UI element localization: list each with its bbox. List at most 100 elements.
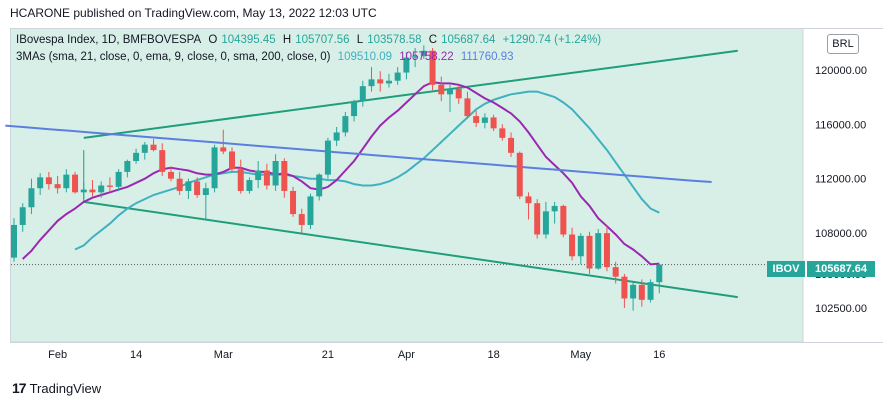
ma-line-2[interactable] [5,124,712,183]
candle-body[interactable] [272,161,279,186]
candle-body[interactable] [586,235,593,269]
x-tick-label: May [570,349,591,361]
candle-body[interactable] [19,207,26,225]
legend-open-value: 104395.45 [221,34,276,46]
candle-body[interactable] [307,196,314,225]
candle-body[interactable] [159,150,166,172]
candle-body[interactable] [141,144,148,153]
y-tick-label: 112000.00 [815,174,866,186]
candle-body[interactable] [37,177,44,189]
x-tick-label: Feb [48,349,67,361]
candle-body[interactable] [647,282,654,300]
candle-body[interactable] [150,144,157,151]
candle-body[interactable] [638,284,645,300]
candle-body[interactable] [464,98,471,117]
candle-body[interactable] [72,174,79,193]
candle-body[interactable] [133,152,140,162]
candle-body[interactable] [359,86,366,102]
candle-body[interactable] [194,181,201,196]
candle-body[interactable] [220,147,227,152]
candle-body[interactable] [229,151,235,170]
candle-body[interactable] [351,101,358,117]
candle-body[interactable] [202,188,209,196]
candle-body[interactable] [630,284,637,299]
x-tick-label: Apr [398,349,415,361]
candle-body[interactable] [237,169,244,191]
candle-body[interactable] [281,161,288,191]
candle-body[interactable] [481,117,488,123]
price-tag-symbol: IBOV [767,261,805,277]
candle-body[interactable] [324,140,331,175]
candle-body[interactable] [167,171,174,179]
candle-body[interactable] [473,116,480,123]
y-tick-label: 102500.00 [815,303,867,315]
candle-body[interactable] [54,184,61,189]
ma-line-1[interactable] [22,81,660,266]
candle-body[interactable] [377,79,384,84]
candle-body[interactable] [534,203,541,235]
candle-body[interactable] [106,185,113,187]
candle-body[interactable] [246,180,253,191]
candle-body[interactable] [333,132,340,141]
candle-body[interactable] [11,224,17,258]
candle-body[interactable] [45,177,52,185]
candle-body[interactable] [551,205,558,212]
y-tick-label: 108000.00 [815,228,867,240]
candle-body[interactable] [342,116,349,133]
channel-lower-line[interactable] [83,200,738,299]
price-tag-value: 105687.64 [807,261,875,277]
candle-body[interactable] [455,88,462,99]
candle-body[interactable] [429,50,436,85]
candle-body[interactable] [420,50,427,57]
candle-body[interactable] [385,80,392,84]
candle-body[interactable] [542,211,549,235]
candle-body[interactable] [621,276,628,299]
y-axis-area[interactable] [803,29,883,342]
candle-body[interactable] [438,84,445,95]
candle-body[interactable] [516,152,523,197]
candle-body[interactable] [115,171,122,187]
candle-body[interactable] [290,190,297,215]
candle-body[interactable] [316,174,323,197]
candle-body[interactable] [185,181,192,191]
footer-brand[interactable]: TradingView [29,380,102,396]
candle-body[interactable] [612,267,619,277]
candle-body[interactable] [298,214,305,225]
candle-body[interactable] [80,189,87,193]
candle-body[interactable] [176,178,183,191]
legend-ma2-value: 105758.22 [399,51,454,63]
candle-body[interactable] [124,161,131,172]
legend-low-label: L [356,34,364,46]
candle-body[interactable] [412,56,419,58]
candle-body[interactable] [447,88,453,95]
candle-body[interactable] [394,72,401,81]
candle-body[interactable] [525,196,532,204]
candle-body[interactable] [499,128,506,138]
candle-body[interactable] [656,264,663,283]
channel-upper-line[interactable] [83,49,738,139]
candle-body[interactable] [577,235,584,257]
candle-body[interactable] [490,117,497,129]
ma-line-0[interactable] [74,90,660,251]
x-tick-label: 21 [322,349,334,361]
candle-body[interactable] [98,185,105,193]
legend-change: +1290.74 (+1.24%) [502,34,602,46]
candle-body[interactable] [569,234,576,257]
candle-body[interactable] [560,205,567,235]
candle-body[interactable] [211,147,218,189]
candle-body[interactable] [508,137,515,153]
candle-body[interactable] [403,57,410,73]
candle-body[interactable] [603,233,610,268]
candle-body[interactable] [368,79,375,87]
legend-open-label: O [208,34,218,46]
tradingview-logo-icon[interactable]: 17 [12,380,27,396]
candle-body[interactable] [28,188,35,208]
candle-body[interactable] [63,174,70,189]
candle-body[interactable] [255,170,262,181]
legend-close-value: 105687.64 [441,34,496,46]
candle-body[interactable] [595,233,602,269]
legend-ma1-value: 109510.09 [337,51,393,63]
candle-body[interactable] [89,189,96,193]
candle-body[interactable] [263,170,270,186]
currency-button[interactable]: BRL [827,34,859,54]
